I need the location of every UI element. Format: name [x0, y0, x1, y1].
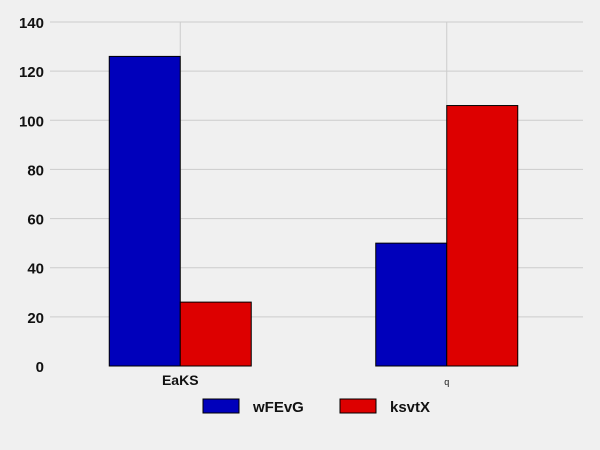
legend-swatch-series-2 [339, 398, 377, 414]
bars [108, 55, 519, 367]
legend: wFEvG ksvtX [202, 398, 430, 416]
legend-swatch-series-1 [202, 398, 240, 414]
y-tick-label: 140 [19, 15, 44, 32]
legend-label-series-1: wFEvG [252, 399, 304, 416]
y-tick-label: 60 [27, 212, 44, 229]
x-tick-label: q [444, 377, 449, 387]
y-tick-label: 0 [36, 359, 44, 376]
x-tick-label: EaKS [162, 372, 199, 388]
y-tick-label: 100 [19, 113, 44, 130]
y-tick-label: 20 [27, 310, 44, 327]
x-axis-labels: EaKS q [162, 372, 449, 388]
bar-wFEvG-q [375, 242, 448, 367]
legend-label-series-2: ksvtX [390, 399, 430, 416]
bar-ksvtX-q [446, 105, 519, 367]
y-tick-label: 120 [19, 64, 44, 81]
y-tick-label: 40 [27, 261, 44, 278]
bar-ksvtX-EaKS [179, 301, 252, 367]
y-tick-label: 80 [27, 162, 44, 179]
y-axis-ticks: 0 20 40 60 80 100 120 140 [19, 15, 44, 376]
bar-wFEvG-EaKS [108, 55, 181, 367]
